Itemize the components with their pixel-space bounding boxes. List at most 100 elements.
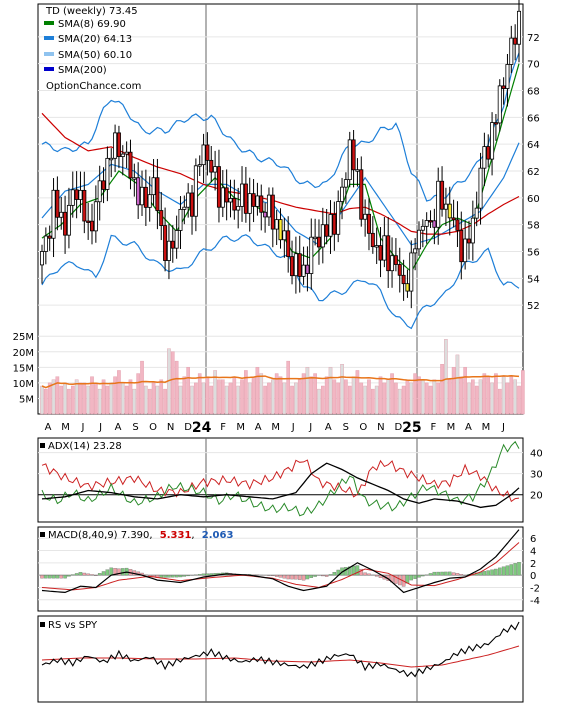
price-tick-label: 64 (527, 140, 540, 151)
macd-histogram-bar (97, 573, 102, 576)
volume-bar (267, 382, 271, 415)
candle-body (243, 183, 248, 214)
candle-body (424, 220, 429, 227)
candle-body (366, 213, 371, 234)
candle-body (47, 235, 52, 239)
candle-body (290, 256, 295, 277)
volume-bar (274, 373, 279, 415)
macd-histogram-bar (394, 575, 398, 584)
price-tick-label: 58 (527, 221, 540, 232)
month-label: F (431, 422, 437, 433)
rs-average-line (41, 645, 520, 668)
legend-swatch-sma8 (44, 21, 54, 25)
sma50-line (41, 112, 520, 235)
macd-histogram-bar (409, 575, 414, 581)
macd-tick-label: -4 (530, 596, 540, 607)
candle-body (136, 177, 141, 206)
adx-plus-di-line (41, 440, 520, 517)
volume-bar (294, 382, 298, 415)
volume-bar (94, 382, 98, 415)
price-tick-label: 72 (527, 33, 540, 44)
volume-bar (259, 373, 264, 415)
macd-histogram-bar (321, 575, 325, 577)
month-label: D (395, 422, 403, 433)
price-tick-label: 60 (527, 194, 540, 205)
volume-bar (151, 382, 156, 415)
adx-legend: ADX(14) 23.28 (48, 441, 122, 452)
macd-histogram-bar (74, 573, 79, 576)
volume-bar (124, 385, 129, 415)
volume-bar (521, 370, 525, 415)
macd-histogram-bar (47, 575, 52, 579)
macd-histogram-bar (174, 575, 179, 578)
volume-bar (282, 382, 287, 415)
price-candles (40, 0, 522, 309)
volume-bar (324, 376, 329, 415)
volume-bar (209, 385, 214, 415)
volume-bar (321, 385, 325, 415)
volume-bar (471, 379, 475, 415)
candle-body (93, 201, 98, 232)
adx-line (41, 462, 520, 509)
macd-histogram-bar (67, 575, 71, 577)
price-legend: TD (weekly) 73.45 SMA(8) 69.90 SMA(20) 6… (44, 6, 141, 92)
macd-histogram-bar (86, 573, 90, 576)
candle-body (155, 177, 160, 211)
volume-bar (436, 382, 441, 415)
volume-bar (40, 385, 44, 415)
candle-body (297, 253, 302, 277)
candle-body (163, 225, 168, 261)
candle-body (255, 195, 260, 207)
volume-bar (301, 373, 306, 415)
candle-body (232, 198, 237, 211)
macd-tick-label: 4 (530, 547, 536, 558)
volume-bar (386, 379, 391, 415)
macd-histogram-bar (351, 565, 356, 576)
candle-body (274, 219, 279, 230)
macd-histogram-bar (344, 567, 348, 576)
volume-bar (459, 376, 464, 415)
volume-bar (186, 367, 190, 415)
candle-body (97, 180, 102, 203)
volume-bar (190, 385, 194, 415)
volume-bar (474, 385, 479, 415)
month-label: D (184, 422, 192, 433)
volume-bar (144, 385, 148, 415)
macd-histogram-bar (305, 575, 310, 580)
volume-bar (205, 376, 210, 415)
volume-bar (244, 370, 248, 415)
candle-body (82, 189, 87, 222)
candle-body (201, 144, 206, 166)
macd-line (41, 529, 520, 594)
volume-bar (382, 382, 387, 415)
volume-bar (67, 388, 71, 415)
volume-bar (224, 385, 229, 415)
volume-bar (59, 385, 64, 415)
macd-histogram-bar (201, 573, 206, 576)
volume-bar (251, 376, 256, 415)
macd-tick-label: 0 (530, 571, 536, 582)
volume-bar (197, 373, 202, 415)
candle-body (40, 251, 45, 266)
macd-histogram-bar (413, 575, 417, 579)
macd-histogram-bar (178, 575, 183, 578)
month-label: M (61, 422, 70, 433)
macd-histogram-bar (159, 575, 163, 578)
macd-histogram-bar (363, 572, 367, 576)
volume-tick-label: 5M (19, 394, 34, 405)
volume-bar (367, 379, 371, 415)
volume-bar (490, 382, 494, 415)
macd-histogram-bar (451, 572, 456, 576)
adx-tick-label: 20 (530, 491, 543, 502)
month-label: S (132, 422, 138, 433)
volume-bar (397, 388, 402, 415)
ticker-title: TD (weekly) 73.45 (45, 6, 138, 17)
price-tick-label: 68 (527, 87, 540, 98)
volume-bar (344, 379, 348, 415)
candle-body (490, 122, 495, 160)
candle-body (190, 192, 195, 217)
volume-bar (82, 382, 87, 415)
candle-body (513, 37, 518, 45)
volume-bar (109, 382, 114, 415)
